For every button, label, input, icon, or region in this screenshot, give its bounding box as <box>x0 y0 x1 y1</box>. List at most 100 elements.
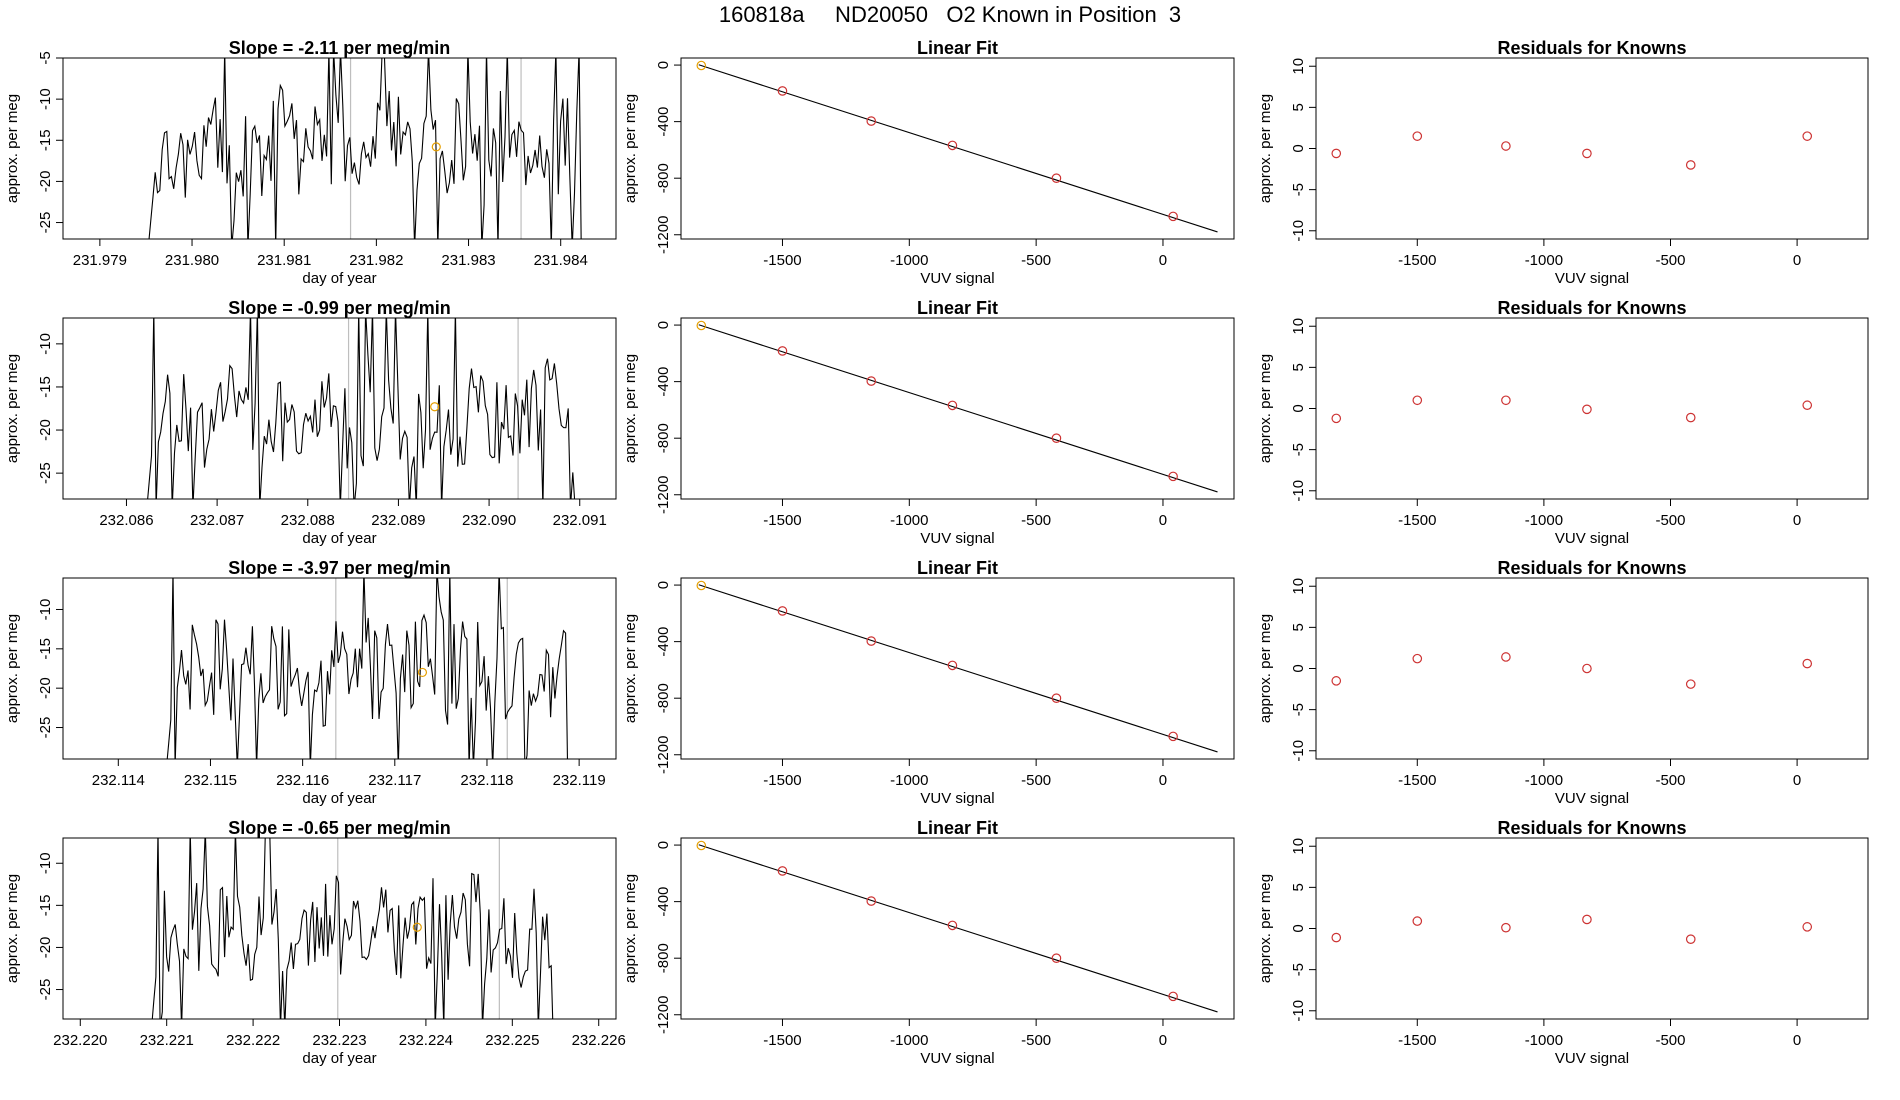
data-point <box>1685 679 1696 689</box>
y-tick-label: 10 <box>1290 318 1307 335</box>
x-tick-label: 231.980 <box>165 252 219 269</box>
y-axis-label: approx. per meg <box>1257 94 1274 203</box>
data-point <box>1051 693 1062 703</box>
y-tick-label: -800 <box>655 943 672 973</box>
known-marker <box>412 922 422 932</box>
plot-frame <box>680 577 1235 760</box>
data-point <box>1501 141 1511 151</box>
x-axis-label: VUV signal <box>1555 530 1629 547</box>
y-axis-label: approx. per meg <box>4 614 21 723</box>
data-point <box>1582 663 1592 674</box>
y-tick-label: 0 <box>655 61 672 69</box>
x-tick-label: -1000 <box>890 252 928 269</box>
data-point <box>696 840 707 851</box>
data-point <box>1331 413 1342 424</box>
series-trace <box>147 318 576 499</box>
x-tick-label: 232.086 <box>99 512 153 529</box>
data-point <box>947 400 958 411</box>
data-point <box>777 606 788 616</box>
y-tick-label: -400 <box>655 367 672 397</box>
data-point <box>1051 173 1062 183</box>
known-marker <box>431 142 441 152</box>
data-point <box>947 920 958 931</box>
data-point <box>1501 922 1511 933</box>
data-point <box>1501 652 1511 662</box>
x-tick-label: -1500 <box>1398 1032 1436 1049</box>
y-tick-label: 5 <box>1290 103 1307 111</box>
x-tick-label: 0 <box>1159 512 1167 529</box>
data-point <box>1802 400 1813 411</box>
data-point <box>1582 148 1592 159</box>
y-tick-label: -15 <box>37 895 54 917</box>
panel-r3-c2: Linear Fit -1500 -1000 -500 0 0 -400 -800 -1200 V… <box>622 558 1235 807</box>
y-tick-label: 0 <box>655 581 672 589</box>
y-tick-label: -800 <box>655 163 672 193</box>
y-tick-label: -10 <box>37 852 54 874</box>
data-point <box>866 636 877 646</box>
y-tick-label: -5 <box>1290 183 1307 196</box>
data-point <box>777 866 788 876</box>
x-tick-label: 232.088 <box>281 512 335 529</box>
fit-line <box>698 64 1218 233</box>
known-marker <box>430 402 440 412</box>
data-point <box>1168 991 1178 1002</box>
x-axis-label: VUV signal <box>1555 1050 1629 1067</box>
data-point <box>1685 934 1696 944</box>
panel-title: Slope = -2.11 per meg/min <box>229 38 451 58</box>
panel-title: Residuals for Knowns <box>1497 38 1686 58</box>
x-tick-label: -1500 <box>763 252 801 269</box>
figure-title: 160818a ND20050 O2 Known in Position 3 <box>718 2 1182 27</box>
data-point <box>1685 412 1696 423</box>
panel-title: Slope = -0.99 per meg/min <box>228 298 451 318</box>
panel-title: Residuals for Knowns <box>1497 558 1686 578</box>
y-tick-label: -15 <box>37 376 54 398</box>
panel-title: Slope = -0.65 per meg/min <box>228 818 451 838</box>
y-tick-label: -5 <box>37 51 54 64</box>
y-tick-label: -10 <box>1290 1000 1307 1022</box>
data-point <box>1802 131 1813 141</box>
x-tick-label: -1000 <box>890 512 928 529</box>
x-tick-label: -1500 <box>1398 512 1436 529</box>
data-point <box>1412 395 1423 406</box>
plot-frame <box>1315 837 1869 1020</box>
data-point <box>777 346 788 356</box>
y-tick-label: -5 <box>1290 703 1307 716</box>
x-axis-label: VUV signal <box>920 530 994 547</box>
panel-r2-c3: Residuals for Knowns -1500 -1000 -500 0 10 5 0 -… <box>1257 298 1869 547</box>
plot-frame <box>62 317 617 500</box>
data-point <box>866 116 877 126</box>
data-point <box>696 320 707 331</box>
y-tick-label: 10 <box>1290 58 1307 75</box>
y-axis-label: approx. per meg <box>622 614 639 723</box>
y-tick-label: 0 <box>655 321 672 329</box>
panel-title: Linear Fit <box>917 818 998 838</box>
x-tick-label: 231.982 <box>349 252 403 269</box>
y-tick-label: -400 <box>655 627 672 657</box>
fit-line <box>698 324 1218 493</box>
x-tick-label: -500 <box>1655 1032 1685 1049</box>
x-tick-label: 232.090 <box>462 512 516 529</box>
x-tick-label: -1000 <box>1525 512 1563 529</box>
data-point <box>947 140 958 151</box>
y-tick-label: -1200 <box>655 216 672 254</box>
x-tick-label: 232.115 <box>184 772 237 789</box>
data-point <box>1582 404 1592 415</box>
panel-title: Linear Fit <box>917 558 998 578</box>
data-point <box>696 580 707 591</box>
x-tick-label: 232.116 <box>276 772 329 789</box>
y-axis-label: approx. per meg <box>4 874 21 983</box>
y-tick-label: -20 <box>37 677 54 699</box>
panel-r3-c3: Residuals for Knowns -1500 -1000 -500 0 10 5 0 -… <box>1257 558 1869 807</box>
x-tick-label: 232.224 <box>399 1032 453 1049</box>
panel-title: Linear Fit <box>917 298 998 318</box>
x-tick-label: -1500 <box>763 1032 801 1049</box>
y-tick-label: -10 <box>1290 220 1307 242</box>
data-point <box>1051 433 1062 443</box>
y-tick-label: -10 <box>1290 740 1307 762</box>
y-tick-label: -5 <box>1290 443 1307 456</box>
plot-frame <box>1315 577 1869 760</box>
y-axis-label: approx. per meg <box>622 94 639 203</box>
y-tick-label: -800 <box>655 423 672 453</box>
panel-r4-c3: Residuals for Knowns -1500 -1000 -500 0 10 5 0 -… <box>1257 818 1869 1067</box>
